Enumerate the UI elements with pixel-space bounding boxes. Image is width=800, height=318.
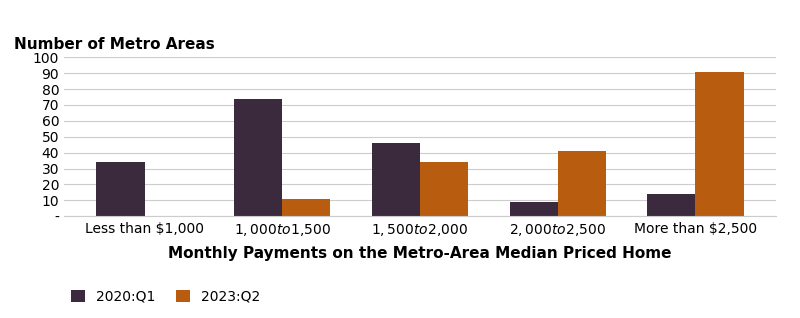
Bar <box>282 199 330 216</box>
Bar <box>647 194 695 216</box>
Bar <box>96 162 145 216</box>
Bar <box>510 202 558 216</box>
Legend: 2020:Q1, 2023:Q2: 2020:Q1, 2023:Q2 <box>71 290 261 304</box>
Text: Number of Metro Areas: Number of Metro Areas <box>14 37 215 52</box>
Bar <box>695 72 744 216</box>
X-axis label: Monthly Payments on the Metro-Area Median Priced Home: Monthly Payments on the Metro-Area Media… <box>168 246 672 261</box>
Bar <box>558 151 606 216</box>
Bar <box>372 143 420 216</box>
Bar <box>420 162 468 216</box>
Bar <box>234 99 282 216</box>
